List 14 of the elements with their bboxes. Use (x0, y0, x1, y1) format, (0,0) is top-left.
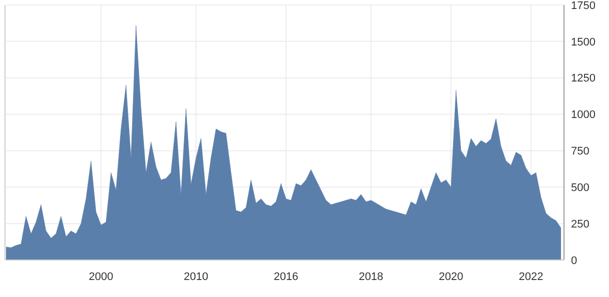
y-tick-label: 0 (571, 254, 578, 267)
y-tick-label: 1750 (571, 0, 596, 12)
y-tick-label: 750 (571, 146, 590, 158)
x-tick-label: 2010 (184, 271, 208, 283)
x-tick-label: 2018 (358, 271, 384, 283)
x-tick-label: 2022 (518, 271, 544, 283)
y-tick-label: 500 (571, 182, 590, 194)
y-tick-label: 1250 (571, 72, 596, 85)
x-tick-label: 2020 (438, 271, 464, 283)
y-tick-label: 1000 (571, 109, 596, 122)
x-tick-label: 2000 (88, 271, 114, 283)
x-tick-label: 2016 (274, 271, 298, 283)
y-tick-label: 1500 (571, 36, 596, 48)
y-tick-label: 250 (571, 218, 590, 230)
